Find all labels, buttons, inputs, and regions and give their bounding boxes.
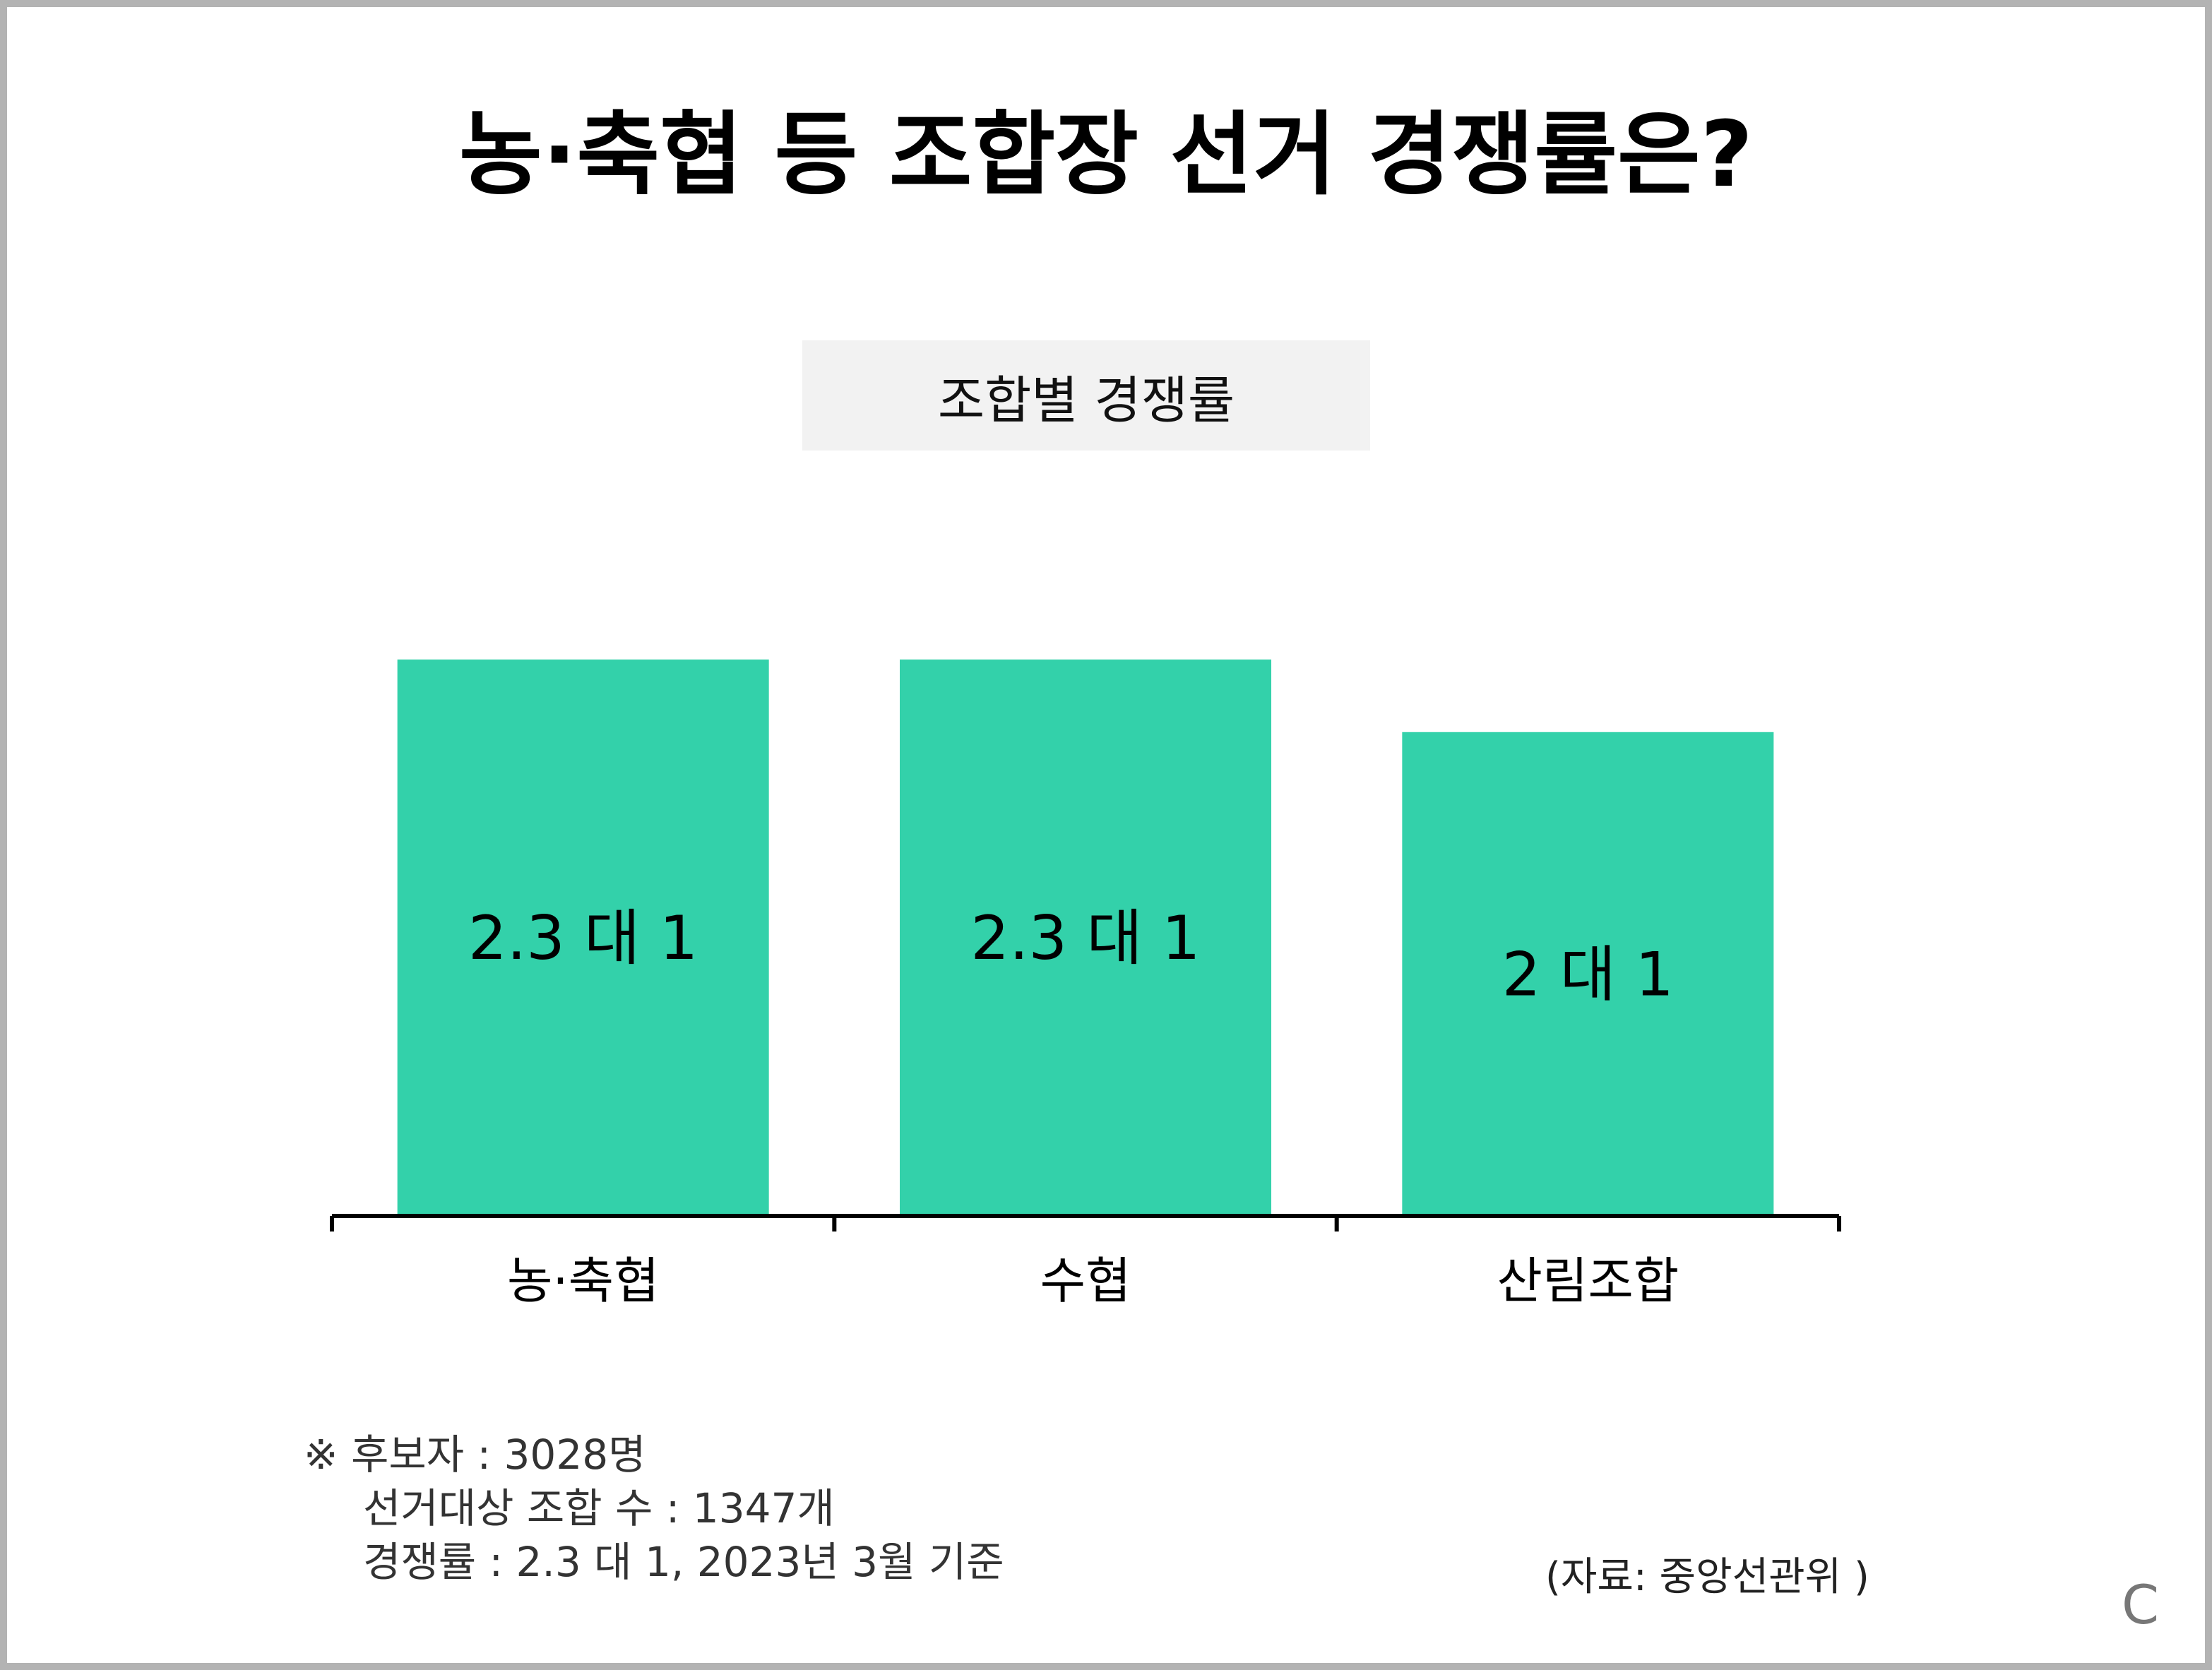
bar-value-label: 2 대 1 (1502, 939, 1674, 1010)
chart-subtitle: 조합별 경쟁률 (937, 370, 1235, 430)
bar-value-label: 2.3 대 1 (468, 903, 698, 974)
bar (1402, 732, 1774, 1216)
note-union-count: 선거대상 조합 수 : 1347개 (363, 1484, 835, 1532)
category-label: 농·축협 (507, 1252, 659, 1310)
bar (397, 660, 769, 1216)
note-competition: 경쟁률 : 2.3 대 1, 2023년 3월 기준 (363, 1538, 1004, 1586)
source-label: (자료: 중앙선관위 ) (1545, 1554, 1869, 1600)
corner-mark: C (2122, 1573, 2160, 1636)
page-title: 농·축협 등 조합장 선거 경쟁률은? (458, 102, 1753, 208)
bar-value-label: 2.3 대 1 (970, 903, 1200, 974)
bar (900, 660, 1271, 1216)
note-candidates: ※ 후보자 : 3028명 (304, 1431, 646, 1479)
chart-subtitle-box: 조합별 경쟁률 (802, 340, 1370, 451)
category-label: 수협 (1040, 1252, 1131, 1310)
category-label: 산림조합 (1497, 1252, 1679, 1310)
